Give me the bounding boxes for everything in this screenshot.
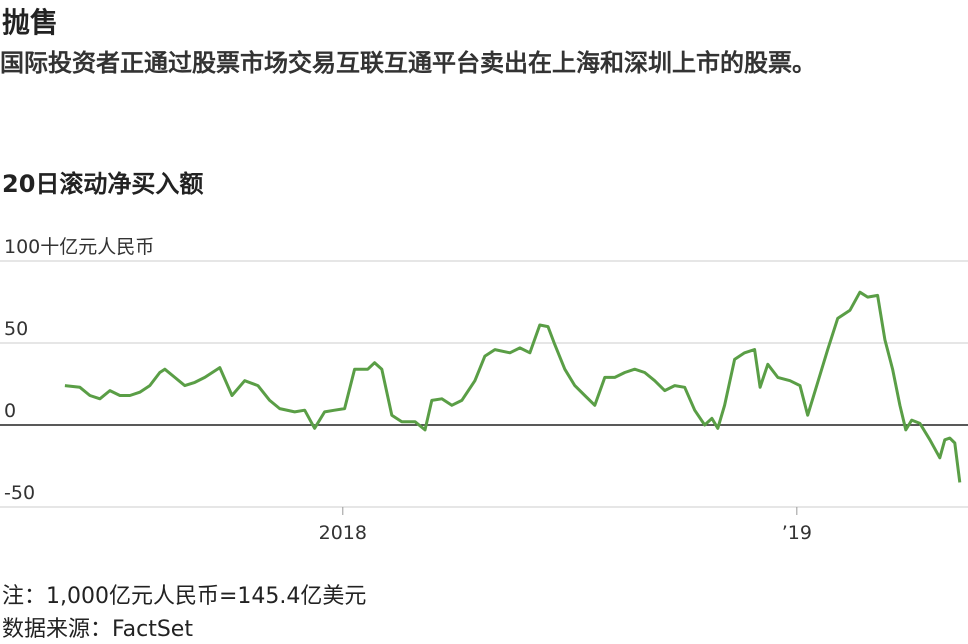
y-tick-label: 50	[4, 318, 28, 340]
y-tick-label: -50	[4, 482, 35, 504]
y-unit: 十亿元人民币	[40, 236, 154, 258]
chart-subtitle: 国际投资者正通过股票市场交易互联互通平台卖出在上海和深圳上市的股票。	[0, 49, 816, 77]
data-line	[64, 290, 962, 483]
y-tick-label: 100	[4, 236, 40, 258]
source: 数据来源：FactSet	[2, 617, 193, 642]
y-tick-label: 0	[4, 400, 16, 422]
chart-label: 20日滚动净买入额	[2, 170, 203, 198]
chart-title: 抛售	[2, 6, 58, 39]
subtitle-box: 国际投资者正通过股票市场交易互联互通平台卖出在上海和深圳上市的股票。	[0, 49, 816, 77]
note: 注：1,000亿元人民币=145.4亿美元	[2, 584, 366, 609]
x-tick-label: 2018	[319, 522, 367, 544]
x-tick-label: ’19	[782, 522, 812, 544]
